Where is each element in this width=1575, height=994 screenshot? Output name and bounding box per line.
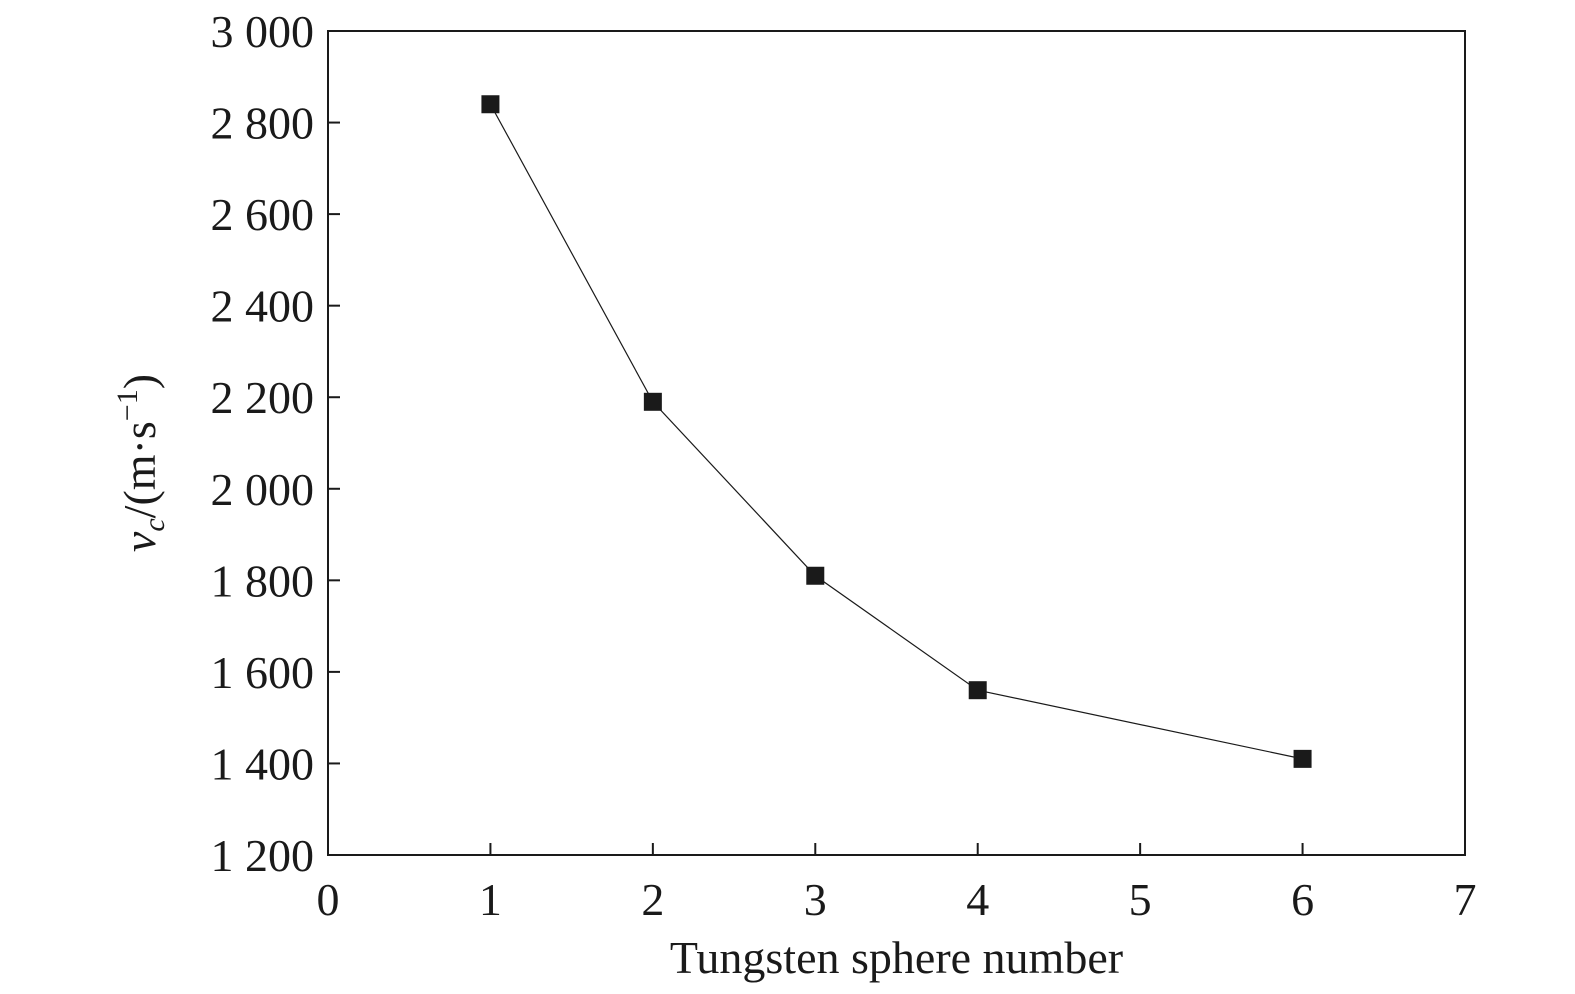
y-axis-ticks: 1 200 1 400 1 600 1 800 2 000 2 200 2 400 2 600… xyxy=(211,6,340,881)
x-tick-label: 0 xyxy=(317,874,340,925)
y-tick-label: 2 400 xyxy=(211,281,315,332)
x-axis-title: Tungsten sphere number xyxy=(670,932,1123,983)
data-series xyxy=(481,95,1312,768)
y-tick-label: 2 200 xyxy=(211,372,315,423)
x-tick-label: 2 xyxy=(641,874,664,925)
x-tick-label: 7 xyxy=(1454,874,1477,925)
y-tick-label: 1 600 xyxy=(211,647,315,698)
x-tick-label: 3 xyxy=(804,874,827,925)
data-point-marker xyxy=(481,95,500,114)
y-tick-label: 2 600 xyxy=(211,189,315,240)
y-axis-title-subscript: c xyxy=(138,518,171,531)
x-tick-label: 1 xyxy=(479,874,502,925)
y-tick-label: 1 800 xyxy=(211,555,315,606)
y-tick-label: 3 000 xyxy=(211,6,315,57)
plot-frame xyxy=(327,30,1466,856)
x-tick-label: 5 xyxy=(1129,874,1152,925)
data-point-marker xyxy=(968,681,987,700)
y-axis-title-symbol: v xyxy=(114,531,165,552)
y-tick-label: 2 000 xyxy=(211,464,315,515)
data-point-marker xyxy=(1293,749,1312,768)
y-axis-title-unit-exponent: −1 xyxy=(111,389,144,421)
series-line xyxy=(489,103,1303,760)
x-tick-label: 4 xyxy=(966,874,989,925)
x-tick-label: 6 xyxy=(1291,874,1314,925)
y-tick-label: 1 200 xyxy=(211,830,315,881)
y-tick-label: 2 800 xyxy=(211,98,315,149)
y-axis-title: vc/(m·s−1) xyxy=(111,374,171,552)
y-axis-title-unit: /(m·s xyxy=(114,421,165,518)
x-axis-ticks: 0 1 2 3 4 5 6 7 xyxy=(317,843,1477,925)
data-point-marker xyxy=(643,392,662,411)
data-point-marker xyxy=(806,566,825,585)
y-tick-label: 1 400 xyxy=(211,738,315,789)
y-axis-title-unit-close: ) xyxy=(114,374,165,389)
